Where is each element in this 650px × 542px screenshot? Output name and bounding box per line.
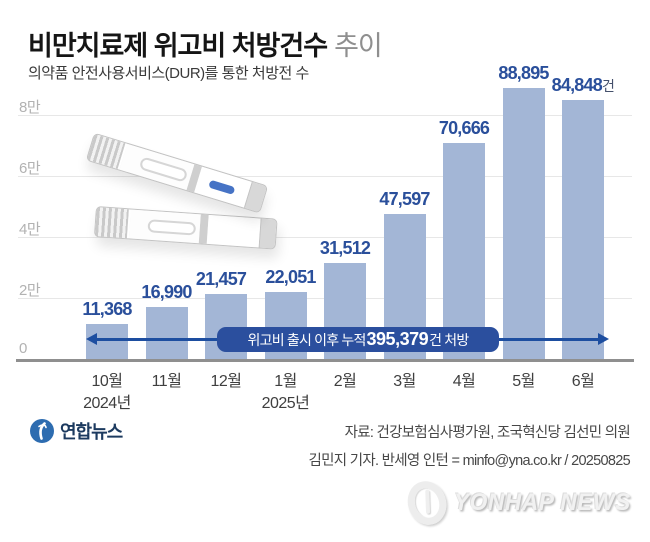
y-axis-tick: 4만 [19,221,41,238]
x-axis-label-3월: 3월 [393,373,416,390]
pen-window [138,155,189,183]
y-axis-tick-zero: 0 [19,340,27,357]
bar-4월 [443,143,485,359]
value-label-3월: 47,597 [379,189,430,209]
agency-logo: 연합뉴스 [30,418,123,444]
value-label-11월: 16,990 [141,282,192,302]
value-label-1월: 22,051 [265,267,316,287]
pen-blue-chip [208,179,236,195]
yonhap-watermark-icon [402,476,452,530]
value-label-10월: 11,368 [82,299,132,319]
annotation-number: 395,379 [366,329,429,349]
arrow-right-icon [598,333,609,345]
x-axis-label-10월: 10월 [91,373,123,390]
watermark-text: YONHAP NEWS [454,489,631,516]
pen-body [128,209,201,244]
x-axis-line [16,359,634,362]
x-axis-label-5월: 5월 [512,373,535,390]
pen-label [206,214,261,248]
gridline-4만 [18,237,632,238]
bar-6월 [562,100,604,359]
y-axis-tick: 6만 [19,160,41,177]
bar-11월 [145,307,188,359]
y-axis-tick: 2만 [19,282,41,299]
source-line: 자료: 건강보험심사평가원, 조국혁신당 김선민 의원 [344,425,631,441]
title-main: 비만치료제 위고비 처방건수 [28,31,328,61]
x-axis-label-6월: 6월 [571,373,595,390]
gridline-6만 [18,176,632,177]
x-axis-year-2024년: 2024년 [83,395,131,412]
yonhap-watermark: YONHAP NEWS [402,476,640,530]
annotation-pill: 위고비 출시 이후 누적 395,379 건 처방 [217,327,499,352]
page-title: 비만치료제 위고비 처방건수 추이 [28,24,383,63]
arrow-left-icon [86,333,97,345]
bar-5월 [502,88,545,359]
yonhap-circle-icon [30,419,54,443]
x-axis-label-2월: 2월 [333,373,357,390]
pen-tip [258,218,277,249]
value-label-6월: 84,848건 [551,75,615,95]
unit-suffix: 건 [601,78,615,94]
y-axis-tick: 8만 [19,99,41,116]
value-label-4월: 70,666 [438,118,490,138]
chart-subtitle: 의약품 안전사용서비스(DUR)를 통한 처방전 수 [28,65,309,82]
x-axis-label-12월: 12월 [210,373,242,390]
title-accent: 추이 [334,31,383,61]
pen-window [147,218,197,236]
value-label-12월: 21,457 [195,269,247,289]
pen-cap [94,207,131,239]
x-axis-label-11월: 11월 [151,373,182,390]
x-axis-label-1월: 1월 [274,373,297,390]
value-label-5월: 88,895 [498,63,549,83]
agency-name: 연합뉴스 [60,422,123,442]
annotation-prefix: 위고비 출시 이후 누적 [247,331,367,348]
gridline-8만 [18,115,632,116]
credit-line: 김민지 기자. 반세영 인턴 = minfo@yna.co.kr / 20250… [308,453,630,469]
value-label-2월: 31,512 [319,238,371,258]
x-axis-label-4월: 4월 [452,373,476,390]
x-axis-year-2025년: 2025년 [261,395,310,412]
annotation-suffix: 건 처방 [429,331,469,348]
